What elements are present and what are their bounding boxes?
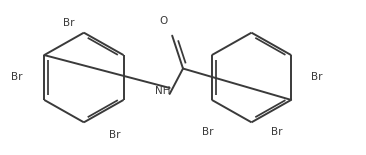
Text: Br: Br	[311, 73, 322, 82]
Text: Br: Br	[11, 73, 23, 82]
Text: O: O	[159, 16, 167, 26]
Text: Br: Br	[271, 127, 283, 137]
Text: NH: NH	[156, 86, 171, 96]
Text: Br: Br	[63, 18, 74, 29]
Text: Br: Br	[202, 127, 214, 137]
Text: Br: Br	[109, 130, 121, 140]
